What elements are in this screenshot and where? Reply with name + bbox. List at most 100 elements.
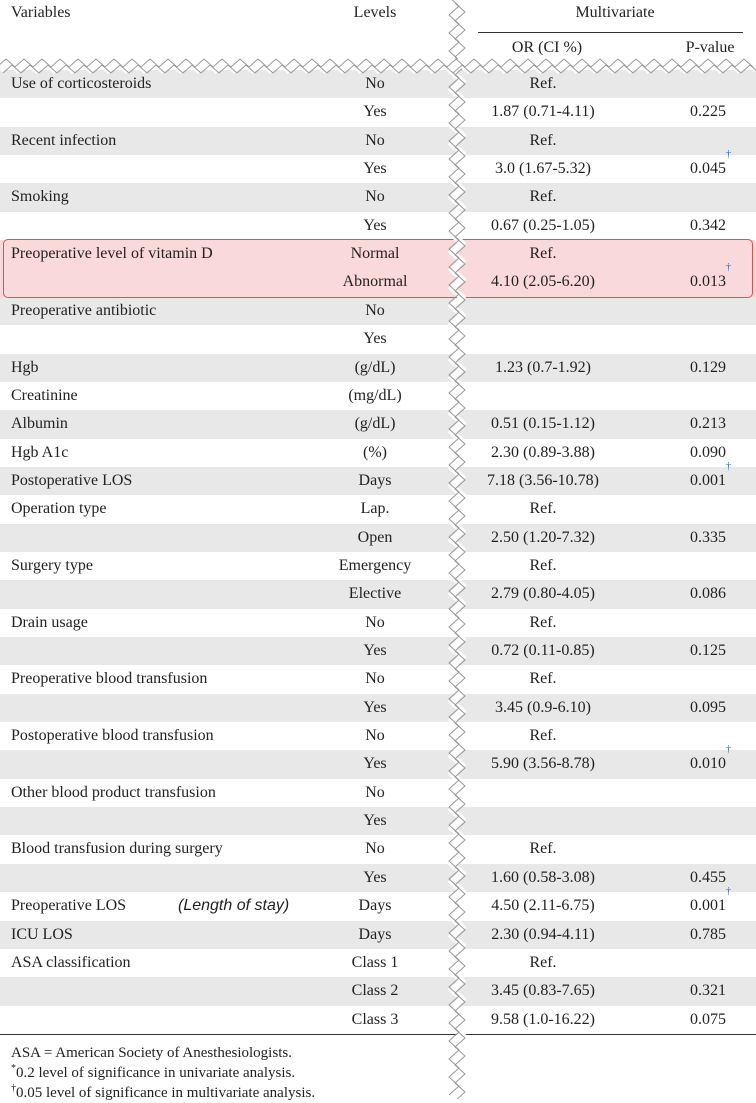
footnote-text: ASA = American Society of Anesthesiologi… [11, 1044, 292, 1061]
odds-ratio: 7.18 (3.56-10.78) [487, 471, 599, 489]
p-text: 0.086 [690, 585, 726, 603]
odds-ratio: 0.51 (0.15-1.12) [491, 415, 595, 433]
variable: Recent infection [11, 131, 117, 149]
row-band [0, 211, 756, 241]
variable: ICU LOS [11, 925, 73, 943]
p-value: 0.321 [690, 977, 726, 1005]
odds-ratio: Ref. [529, 953, 557, 971]
level: (mg/dL) [348, 386, 402, 404]
bottom-rule [0, 1033, 756, 1036]
header-multivariate: Multivariate [575, 4, 655, 21]
odds-ratio: Ref. [529, 840, 557, 858]
variable: Smoking [11, 188, 69, 206]
row-band [0, 268, 756, 297]
p-text: 0.010 [690, 755, 726, 773]
odds-ratio: 3.0 (1.67-5.32) [495, 160, 591, 178]
level: Lap. [360, 500, 390, 518]
p-value: 0.785 [690, 921, 726, 949]
odds-ratio: Ref. [529, 670, 557, 688]
variable: Drain usage [11, 613, 88, 631]
row-band [0, 608, 756, 637]
row-band [0, 948, 756, 978]
row-band [0, 637, 756, 666]
p-value: 0.342 [690, 212, 726, 240]
p-text: 0.342 [690, 216, 726, 234]
variable: Preoperative antibiotic [11, 301, 157, 319]
row-band [0, 353, 756, 382]
level: Yes [363, 103, 387, 121]
header-or: OR (CI %) [511, 39, 583, 56]
odds-ratio: Ref. [529, 245, 557, 263]
odds-ratio: 2.79 (0.80-4.05) [491, 585, 595, 603]
odds-ratio: 0.67 (0.25-1.05) [491, 216, 595, 234]
p-value: 0.086 [690, 580, 726, 608]
level: Yes [363, 812, 387, 830]
level: (g/dL) [354, 358, 396, 376]
level: Yes [363, 868, 387, 886]
row-band [0, 920, 756, 949]
level: Class 1 [351, 953, 399, 971]
p-text: 0.785 [690, 925, 726, 943]
p-text: 0.013 [690, 273, 726, 291]
level: No [365, 301, 385, 319]
level: No [365, 75, 385, 92]
odds-ratio: Ref. [529, 75, 557, 92]
row-band [0, 892, 756, 921]
odds-ratio: 3.45 (0.9-6.10) [495, 698, 591, 716]
p-value: 0.213 [690, 410, 726, 438]
odds-ratio: 2.50 (1.20-7.32) [491, 528, 595, 546]
level: Days [358, 897, 392, 915]
footnote-mark: † [11, 1082, 16, 1094]
header-levels: Levels [353, 4, 397, 21]
header-variables: Variables [11, 4, 71, 21]
row-band [0, 665, 756, 694]
row-band [0, 240, 756, 269]
variable: Other blood product transfusion [11, 783, 216, 801]
odds-ratio: 0.72 (0.11-0.85) [491, 642, 595, 659]
row-band [0, 98, 756, 127]
row-band [0, 580, 756, 609]
level: (%) [363, 443, 387, 461]
variable: Hgb [11, 358, 39, 376]
variable: Use of corticosteroids [11, 75, 152, 92]
row-band [0, 126, 756, 156]
row-band [0, 466, 756, 496]
footnote-text: 0.2 level of significance in univariate … [16, 1064, 296, 1081]
odds-ratio: 4.10 (2.05-6.20) [491, 273, 595, 291]
p-value: 0.225 [690, 98, 726, 126]
variable: Surgery type [11, 556, 93, 574]
level: No [365, 613, 385, 631]
p-value: 0.010† [690, 745, 731, 778]
variable: Preoperative blood transfusion [11, 670, 208, 688]
odds-ratio: 1.87 (0.71-4.11) [491, 103, 595, 121]
level: Yes [363, 160, 387, 178]
odds-ratio: Ref. [529, 500, 557, 518]
footnote-mark: * [11, 1062, 16, 1074]
odds-ratio: 4.50 (2.11-6.75) [491, 897, 595, 915]
p-value: 0.125 [690, 637, 726, 665]
level: Emergency [338, 556, 412, 574]
variable: Preoperative level of vitamin D [11, 245, 213, 263]
p-text: 0.213 [690, 415, 726, 433]
p-value: 0.455 [690, 864, 726, 892]
level: Days [358, 471, 392, 489]
row-band [0, 835, 756, 864]
level: No [365, 840, 385, 858]
row-band [0, 70, 756, 99]
variable: Creatinine [11, 386, 78, 404]
level: (g/dL) [354, 415, 396, 433]
level: No [365, 670, 385, 688]
p-value: 0.335 [690, 524, 726, 552]
p-text: 0.455 [690, 868, 726, 886]
row-band [0, 381, 756, 411]
odds-ratio: Ref. [529, 188, 557, 206]
odds-ratio: Ref. [529, 613, 557, 631]
odds-ratio: 9.58 (1.0-16.22) [491, 1010, 595, 1028]
row-band [0, 296, 756, 326]
p-value: 0.090 [690, 439, 726, 467]
p-value: 0.095 [690, 694, 726, 722]
row-band [0, 722, 756, 751]
level: Class 2 [351, 982, 399, 1000]
odds-ratio: 2.30 (0.89-3.88) [491, 443, 595, 461]
horizontal-break [0, 58, 754, 68]
